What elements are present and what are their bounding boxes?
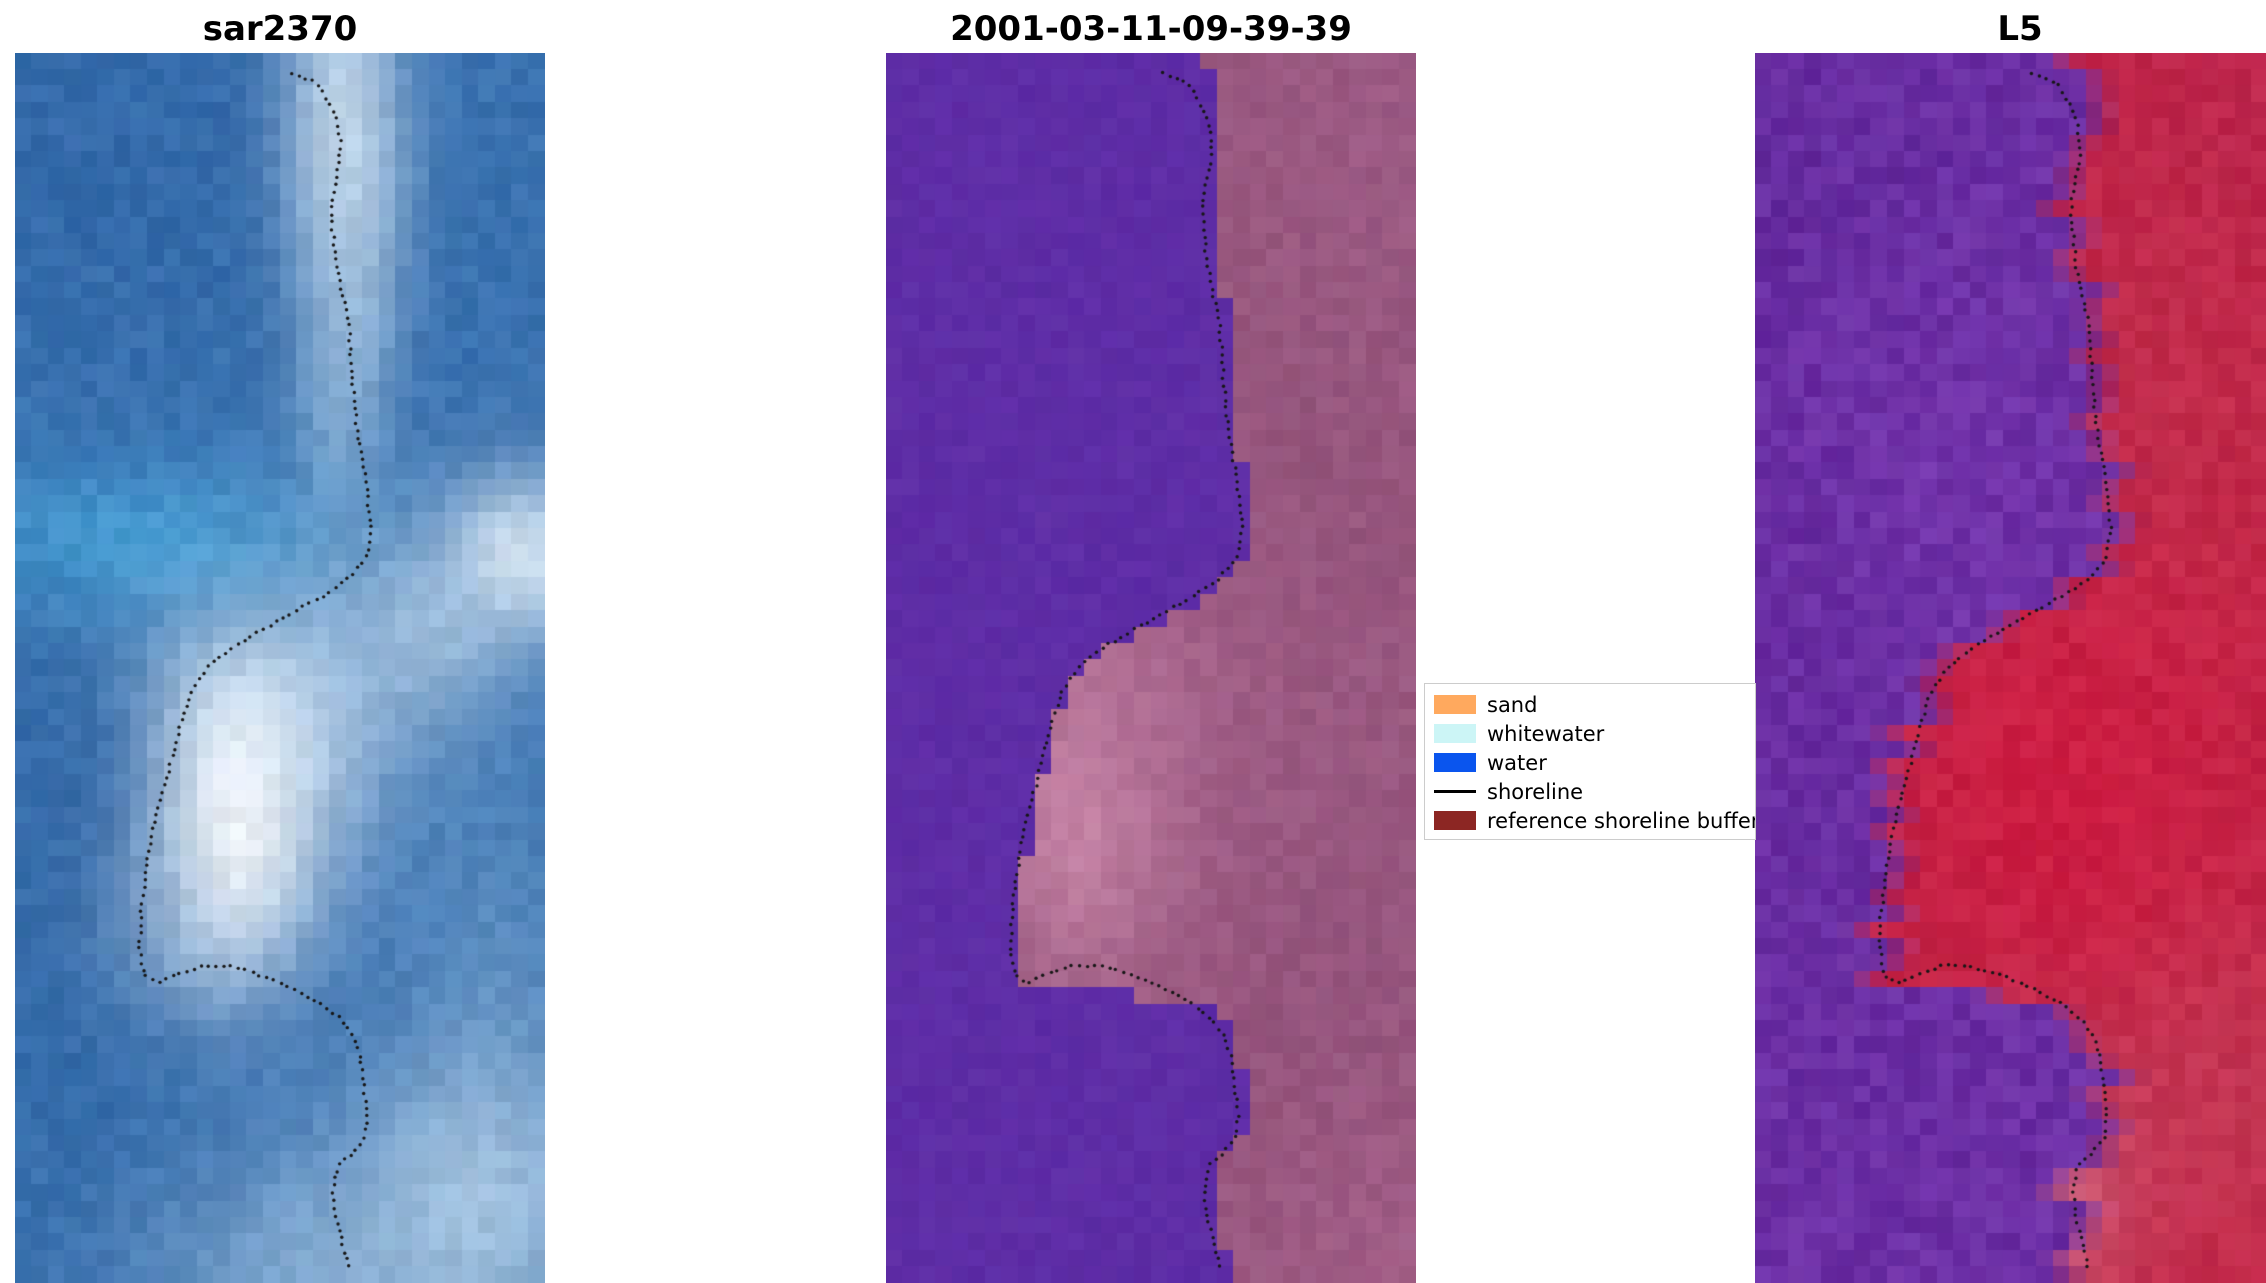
legend-item-water: water <box>1434 748 1755 777</box>
panel-l5 <box>1755 53 2266 1283</box>
sar2370-image-canvas <box>15 53 545 1283</box>
legend-label: whitewater <box>1487 721 1605 746</box>
legend-swatch-reference-shoreline-buffer <box>1434 811 1476 830</box>
legend-label: sand <box>1487 692 1538 717</box>
panel-sar2370 <box>15 53 545 1283</box>
legend-item-reference-shoreline-buffer: reference shoreline buffer <box>1434 806 1755 835</box>
panel-title-l5: L5 <box>1997 9 2043 49</box>
legend-label: water <box>1487 750 1547 775</box>
legend-item-shoreline: shoreline <box>1434 777 1755 806</box>
legend-swatch-shoreline-line <box>1434 790 1476 793</box>
legend-swatch-whitewater <box>1434 724 1476 743</box>
legend-items: sand whitewater water shoreline reference sh… <box>1434 690 1755 835</box>
legend-item-whitewater: whitewater <box>1434 719 1755 748</box>
classified-image-canvas <box>886 53 1416 1283</box>
legend-swatch-water <box>1434 753 1476 772</box>
legend-swatch-sand <box>1434 695 1476 714</box>
l5-image-canvas <box>1755 53 2266 1283</box>
legend: sand whitewater water shoreline reference sh… <box>1424 683 1756 840</box>
panel-classified-date <box>886 53 1416 1283</box>
legend-item-sand: sand <box>1434 690 1755 719</box>
panel-title-sar2370: sar2370 <box>202 9 358 49</box>
legend-label: shoreline <box>1487 779 1584 804</box>
panel-title-date: 2001-03-11-09-39-39 <box>950 9 1352 49</box>
legend-label: reference shoreline buffer <box>1487 808 1756 833</box>
